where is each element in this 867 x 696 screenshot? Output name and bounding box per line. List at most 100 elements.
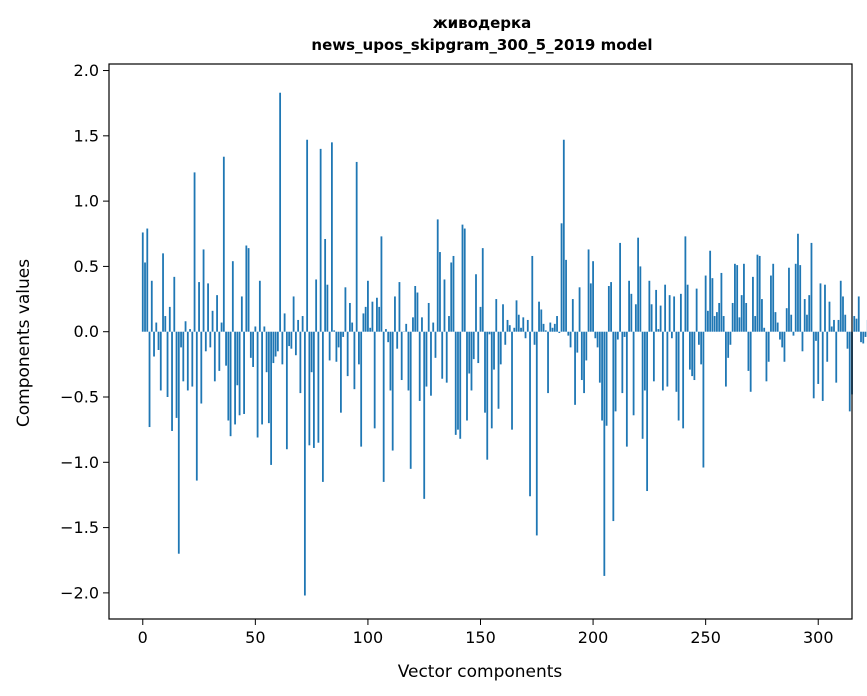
bar	[303, 331, 306, 596]
bar	[218, 331, 221, 371]
bar	[614, 331, 617, 412]
bar	[252, 331, 254, 367]
bar	[607, 286, 610, 332]
bar	[754, 316, 757, 332]
bar	[216, 295, 218, 332]
bar	[229, 331, 232, 437]
bar	[294, 331, 297, 356]
bar	[452, 255, 455, 332]
bar	[551, 327, 554, 332]
bar	[204, 331, 207, 352]
y-tick-label: 1.5	[74, 126, 99, 145]
bar	[240, 296, 243, 332]
bar	[634, 304, 637, 332]
bar	[643, 331, 646, 391]
bar	[549, 322, 552, 332]
bar	[387, 331, 390, 343]
bar	[258, 280, 261, 332]
bar	[504, 331, 507, 345]
bar	[688, 331, 691, 370]
bar	[855, 318, 858, 332]
bar	[576, 331, 579, 353]
bar	[565, 259, 567, 332]
bar	[290, 331, 293, 349]
bar	[475, 274, 477, 332]
plot-frame	[108, 63, 853, 620]
bar	[342, 331, 345, 337]
bar	[650, 304, 653, 332]
bar	[234, 331, 236, 425]
bar	[535, 331, 538, 536]
bar	[673, 296, 676, 332]
bar	[141, 232, 144, 332]
bar	[225, 331, 227, 366]
bar	[427, 302, 430, 332]
bar	[310, 331, 313, 373]
bar	[177, 331, 180, 554]
bar	[799, 265, 802, 332]
bar	[321, 331, 324, 482]
bar	[328, 331, 331, 361]
bar	[490, 331, 493, 429]
bar	[261, 331, 263, 425]
bar	[652, 331, 655, 382]
bar	[378, 306, 381, 332]
bar	[488, 331, 491, 335]
bars-group	[141, 92, 867, 596]
bar	[630, 293, 633, 332]
bar	[770, 275, 772, 332]
bar	[276, 331, 279, 352]
bar	[472, 331, 475, 360]
bar	[788, 267, 790, 332]
bar	[333, 330, 336, 332]
bar	[146, 228, 149, 332]
bar	[659, 305, 662, 332]
bar	[774, 312, 777, 332]
bar	[180, 331, 182, 348]
bar	[373, 331, 376, 429]
bar	[353, 331, 356, 390]
bar	[797, 233, 799, 332]
y-tick-label: 0.0	[74, 322, 99, 341]
bar	[821, 331, 824, 401]
bar	[191, 331, 194, 387]
bar	[508, 325, 511, 332]
bar	[335, 331, 338, 362]
bar	[839, 280, 842, 332]
bar	[761, 299, 763, 332]
bar	[317, 331, 320, 443]
bar	[400, 331, 403, 381]
y-tick-label: 1.0	[74, 192, 99, 211]
bar	[862, 331, 865, 344]
bar	[468, 331, 471, 374]
bar	[274, 331, 277, 357]
bar	[186, 331, 189, 391]
bar	[405, 323, 408, 332]
bar	[445, 331, 448, 383]
bar	[389, 331, 392, 391]
bar	[569, 331, 572, 348]
bar	[558, 331, 561, 334]
bar	[648, 280, 651, 332]
bar	[195, 331, 198, 481]
bar	[155, 322, 158, 332]
bar	[538, 301, 540, 332]
bar	[430, 331, 432, 396]
bar	[434, 331, 437, 358]
bar	[175, 331, 178, 418]
x-tick-label: 250	[690, 628, 721, 647]
bar	[562, 139, 565, 332]
bar	[637, 237, 640, 332]
bar	[200, 331, 203, 404]
bar	[857, 296, 860, 332]
bar	[837, 319, 840, 332]
bar	[486, 331, 489, 460]
x-axis-label: Vector components	[398, 662, 563, 682]
bar	[553, 323, 556, 332]
bar	[319, 148, 322, 332]
bar	[450, 262, 453, 332]
bar	[526, 319, 529, 332]
bar	[628, 280, 630, 332]
bar	[639, 266, 642, 332]
